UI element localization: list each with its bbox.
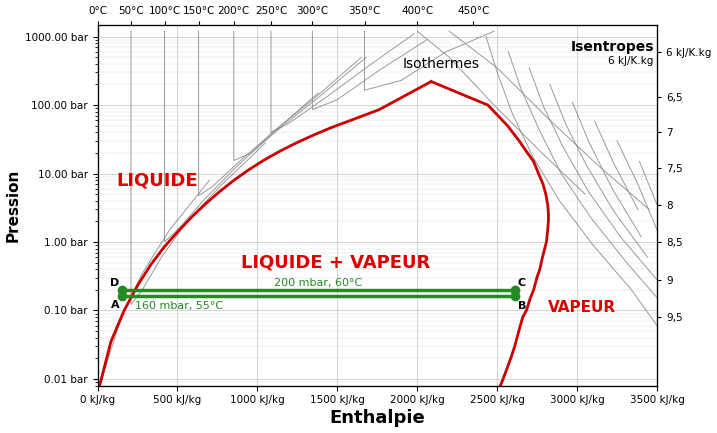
Text: C: C [518,278,526,288]
Text: B: B [518,301,526,311]
Text: 200 mbar, 60°C: 200 mbar, 60°C [275,278,363,288]
Text: Isothermes: Isothermes [403,57,480,71]
Text: A: A [110,301,119,310]
Text: LIQUIDE: LIQUIDE [117,171,199,189]
Text: Isentropes: Isentropes [570,40,654,54]
Text: D: D [110,278,119,288]
Y-axis label: Pression: Pression [6,168,21,242]
X-axis label: Enthalpie: Enthalpie [329,410,425,427]
Text: LIQUIDE + VAPEUR: LIQUIDE + VAPEUR [242,254,431,271]
Text: 6 kJ/K.kg: 6 kJ/K.kg [609,56,654,66]
Text: 160 mbar, 55°C: 160 mbar, 55°C [135,301,223,310]
Text: VAPEUR: VAPEUR [549,300,617,315]
